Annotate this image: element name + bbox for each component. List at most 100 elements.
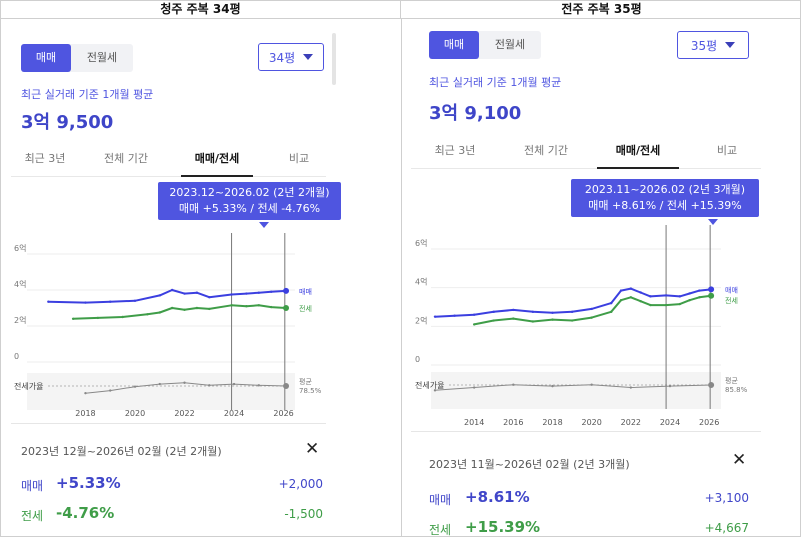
close-icon[interactable]: ✕ [732,450,747,470]
section-separator [411,431,761,432]
price-basis-label: 최근 실거래 기준 1개월 평균 [429,76,562,89]
rent-ratio-point [158,382,161,386]
tooltip-changes: 매매 +8.61% / 전세 +15.39% [588,199,742,212]
trade-price-point [570,310,574,314]
trade-price-point [84,301,87,304]
rent-ratio-point [668,384,672,388]
rate-average-value: 85.8% [725,386,748,394]
left-panel: 매매 전월세 34평 최근 실거래 기준 1개월 평균 3억 9,500 최근 … [11,19,341,537]
rent-price-point [121,315,124,319]
trade-price-point [183,292,186,295]
rent-price-point [195,306,199,310]
trade-price-point [678,295,681,298]
tab-recent-3y[interactable]: 최근 3년 [24,152,66,165]
rent-change-amount: +4,667 [704,521,749,535]
x-tick-label: 2022 [621,418,641,427]
y-tick-label: 2억 [415,315,427,325]
rent-price-point [208,307,211,311]
y-tick-label: 4억 [415,277,427,287]
tab-full-period[interactable]: 전체 기간 [524,144,568,157]
x-tick-label: 2020 [581,418,601,427]
trade-change-pct: +8.61% [465,488,530,506]
tooltip-arrow [259,222,269,228]
rent-price-point [492,319,495,322]
rent-tab-button[interactable]: 전월세 [494,38,526,51]
rent-price-point [649,303,652,307]
header-row: 청주 주복 34평 전주 주복 35평 [1,1,801,19]
rent-ratio-point [551,384,554,388]
rent-price-point [629,296,633,299]
size-select[interactable]: 35평 [677,31,749,59]
trade-change-amount: +3,100 [704,491,749,505]
trade-legend: 매매 [725,286,738,294]
rent-price-point [472,323,476,326]
tab-recent-3y[interactable]: 최근 3년 [434,144,476,157]
rent-price-point [678,302,681,306]
period-tabs: 최근 3년 전체 기간 매매/전세 비교 [411,139,761,169]
rent-price-point [183,308,186,311]
rent-tab-button[interactable]: 전월세 [86,51,118,64]
section-separator [11,423,326,424]
size-select-value: 34평 [268,50,296,65]
tab-compare[interactable]: 비교 [288,152,310,165]
trade-price-point [158,294,161,297]
chevron-down-icon [725,42,736,48]
trade-price-point [230,293,233,296]
rent-price-point [610,310,613,314]
close-icon[interactable]: ✕ [305,439,320,459]
trade-legend: 매매 [299,288,312,296]
x-tick-label: 2026 [699,418,719,427]
trade-price-point [47,300,50,303]
trade-tab-button[interactable]: 매매 [429,31,479,59]
rent-price-point [146,313,149,316]
tab-compare[interactable]: 비교 [716,144,738,157]
price-chart[interactable]: 6억 4억 2억 0 전세가율 2014 2016 2018 2020 2022 2024 2026 매… [411,219,771,434]
rent-price-point [619,299,623,302]
rate-band [27,373,295,410]
rent-label: 전세 [429,523,452,537]
rate-axis-label: 전세가율 [14,381,43,391]
rate-average-label: 평균 [299,377,312,386]
trade-price-point [133,299,137,302]
tab-trade-rent[interactable]: 매매/전세 [597,139,679,169]
price-chart[interactable]: 6억 4억 2억 0 전세가율 2018 2020 2022 2024 2026 매매전세평균78.… [11,225,341,435]
trade-price-end-dot [708,286,715,293]
trade-price-point [512,308,515,312]
tooltip-changes: 매매 +5.33% / 전세 -4.76% [178,202,321,215]
average-price: 3억 9,500 [21,112,114,133]
trade-tab-button[interactable]: 매매 [21,44,71,72]
tab-trade-rent[interactable]: 매매/전세 [181,147,253,177]
x-tick-label: 2016 [503,418,523,427]
trade-price-point [639,291,642,294]
x-tick-label: 2020 [125,409,145,418]
rent-price-point [531,320,535,323]
rent-price-point [257,304,261,307]
trade-price-point [257,291,261,294]
size-select[interactable]: 34평 [258,43,324,71]
x-tick-label: 2022 [174,409,194,418]
rent-ratio-point [232,382,236,386]
y-tick-label: 0 [14,352,19,361]
trade-price-point [109,300,112,303]
tab-full-period[interactable]: 전체 기간 [104,152,148,165]
y-tick-label: 4억 [14,279,26,289]
rent-legend: 전세 [725,296,738,305]
y-tick-label: 6억 [14,243,26,253]
rent-ratio-line [434,384,712,391]
rate-average-value: 78.5% [299,387,322,395]
range-tooltip: 2023.12~2026.02 (2년 2개월) 매매 +5.33% / 전세 … [158,182,341,220]
rent-price-point [170,306,174,310]
trade-price-point [531,310,535,314]
right-panel: 매매 전월세 35평 최근 실거래 기준 1개월 평균 3억 9,100 최근 … [411,19,771,537]
rent-label: 전세 [21,509,44,523]
y-tick-label: 6억 [415,238,427,248]
rent-ratio-point [512,383,515,386]
trade-price-point [649,295,652,298]
rent-price-point [570,319,574,322]
rent-ratio-end-dot [708,382,715,388]
scrollbar[interactable] [332,33,336,85]
rent-ratio-point [133,385,137,388]
y-tick-label: 2억 [14,315,26,325]
deal-type-toggle: 매매 전월세 [21,44,133,72]
